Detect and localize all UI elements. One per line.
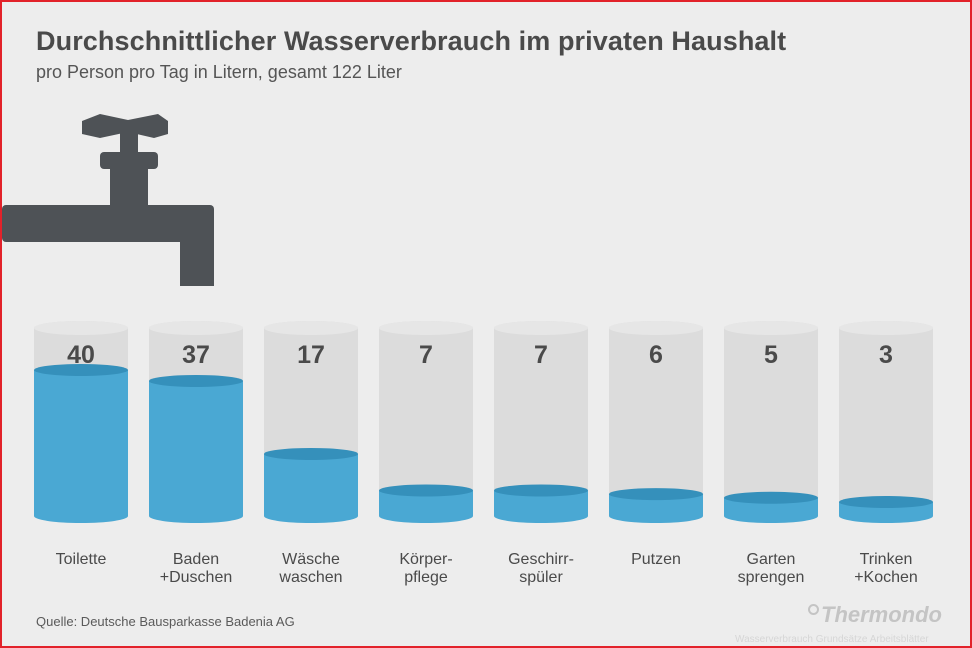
glass-rim	[609, 321, 703, 335]
value-label-trinken-kochen: 3	[879, 341, 893, 369]
glass-body	[494, 321, 588, 523]
water-level-geschirr-spüler	[494, 490, 588, 523]
value-label-putzen: 6	[649, 341, 663, 369]
category-label: spüler	[519, 569, 563, 586]
glass-rim	[839, 321, 933, 335]
water-surface	[149, 374, 243, 387]
water-surface	[264, 447, 358, 460]
glass-body	[724, 321, 818, 523]
value-label-toilette: 40	[67, 341, 95, 369]
value-label-geschirr-spüler: 7	[534, 341, 548, 369]
glass-rim	[34, 321, 128, 335]
category-label: Körper-	[399, 551, 452, 568]
glass-body	[839, 321, 933, 523]
category-label: Geschirr-	[508, 551, 574, 568]
value-label-baden-duschen: 37	[182, 341, 210, 369]
water-level-putzen	[609, 494, 703, 523]
faucet-icon	[2, 114, 214, 286]
category-label: Wäsche	[282, 551, 340, 568]
water-surface	[724, 491, 818, 504]
glass-geschirr-spüler: 7 Geschirr-spüler	[494, 321, 588, 586]
water-level-toilette	[34, 370, 128, 523]
water-level-baden-duschen	[149, 380, 243, 523]
glass-body	[609, 321, 703, 523]
water-surface	[609, 488, 703, 501]
water-surface	[839, 496, 933, 508]
water-level-trinken-kochen	[839, 502, 933, 523]
water-surface	[494, 484, 588, 497]
category-label: Trinken	[860, 551, 913, 568]
category-label: Putzen	[631, 551, 681, 568]
water-level-garten-sprengen	[724, 497, 818, 523]
category-label: waschen	[278, 569, 342, 586]
category-label: Toilette	[56, 551, 107, 568]
watermark: Wasserverbrauch Grundsätze Arbeitsblätte…	[735, 634, 929, 645]
category-label: pflege	[404, 569, 448, 586]
glass-rim	[379, 321, 473, 335]
water-level-wäsche-waschen	[264, 453, 358, 523]
category-label: +Kochen	[854, 569, 918, 586]
logo-ring-icon	[808, 604, 819, 615]
value-label-wäsche-waschen: 17	[297, 341, 325, 369]
glass-körper-pflege: 7 Körper-pflege	[379, 321, 473, 586]
water-level-körper-pflege	[379, 490, 473, 523]
source-note: Quelle: Deutsche Bausparkasse Badenia AG	[36, 614, 295, 629]
glass-trinken-kochen: 3 Trinken+Kochen	[839, 321, 933, 586]
glass-putzen: 6 Putzen	[609, 321, 703, 568]
glass-baden-duschen: 37 Baden+Duschen	[149, 321, 243, 586]
glass-rim	[264, 321, 358, 335]
glass-toilette: 40 Toilette	[34, 321, 128, 568]
value-label-körper-pflege: 7	[419, 341, 433, 369]
glass-body	[379, 321, 473, 523]
category-label: Garten	[747, 551, 796, 568]
logo-text: Thermondo	[821, 602, 942, 627]
glass-rim	[149, 321, 243, 335]
water-surface	[34, 364, 128, 376]
category-label: sprengen	[738, 569, 805, 586]
value-label-garten-sprengen: 5	[764, 341, 778, 369]
chart-subtitle: pro Person pro Tag in Litern, gesamt 122…	[36, 62, 402, 82]
chart-title: Durchschnittlicher Wasserverbrauch im pr…	[36, 26, 787, 56]
category-label: Baden	[173, 551, 219, 568]
water-surface	[379, 484, 473, 497]
thermondo-logo: Thermondo	[808, 602, 942, 628]
glass-rim	[494, 321, 588, 335]
glass-rim	[724, 321, 818, 335]
category-label: +Duschen	[160, 569, 233, 586]
